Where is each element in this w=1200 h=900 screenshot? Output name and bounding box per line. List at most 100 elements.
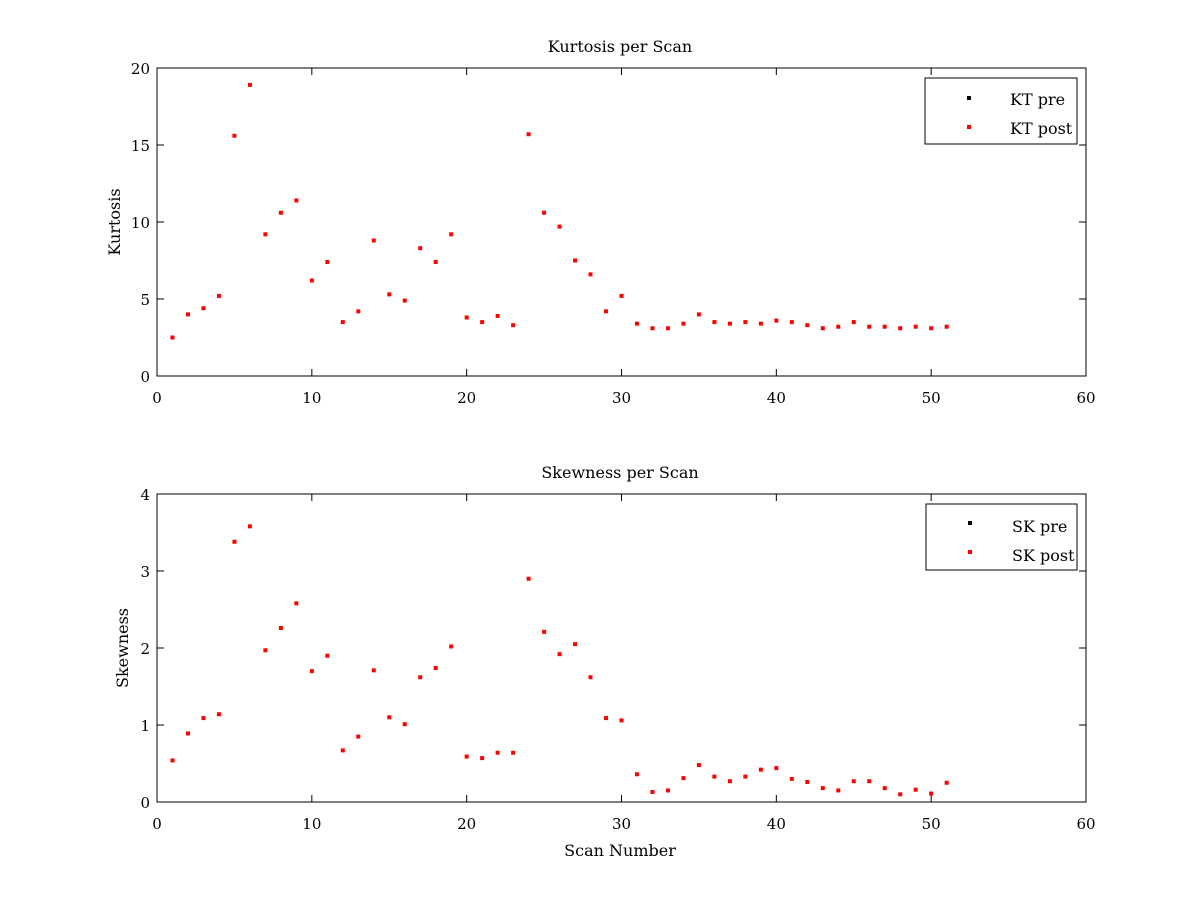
legend-label-kt-post: KT post [1010, 119, 1073, 138]
kurtosis-data-point [371, 238, 376, 243]
skewness-data-point [774, 766, 779, 771]
skewness-data-point [464, 754, 469, 759]
skewness-data-point [402, 722, 407, 727]
y-tick-label: 3 [140, 563, 150, 581]
x-tick-label: 20 [457, 815, 476, 833]
kurtosis-data-point [898, 326, 903, 331]
skewness-data-point [665, 788, 670, 793]
kurtosis-data-point [433, 260, 438, 265]
kurtosis-data-point [588, 272, 593, 277]
x-tick-label: 30 [612, 389, 631, 407]
x-tick-label: 0 [152, 389, 162, 407]
kurtosis-data-point [820, 326, 825, 331]
skewness-data-point [247, 524, 252, 529]
legend-marker-kt-post [967, 125, 971, 129]
skewness-data-point [604, 716, 609, 721]
kurtosis-legend: KT pre KT post [924, 77, 1078, 145]
skewness-x-axis-label: Scan Number [564, 841, 676, 860]
skewness-data-point [418, 675, 423, 680]
kurtosis-data-point [836, 324, 841, 329]
skewness-data-point [480, 756, 485, 761]
skewness-data-point [201, 716, 206, 721]
kurtosis-data-point [526, 132, 531, 137]
skewness-data-point [913, 787, 918, 792]
skewness-data-point [309, 669, 314, 674]
skewness-data-point [216, 712, 221, 717]
skewness-data-point [712, 774, 717, 779]
skewness-data-point [340, 748, 345, 753]
skewness-data-point [542, 629, 547, 634]
x-tick-label: 60 [1076, 389, 1095, 407]
skewness-legend: SK pre SK post [925, 503, 1078, 571]
skewness-data-point [805, 779, 810, 784]
skewness-data-point [929, 791, 934, 796]
y-tick-label: 0 [140, 368, 150, 386]
kurtosis-data-point [805, 323, 810, 328]
kurtosis-axis-ticks: 0 10 20 30 40 50 60 0 5 10 15 20 [131, 60, 1096, 407]
skewness-data-point [185, 731, 190, 736]
kurtosis-chart-title: Kurtosis per Scan [548, 37, 692, 56]
kurtosis-data-point [340, 320, 345, 325]
kurtosis-data-point [573, 258, 578, 263]
x-tick-label: 0 [152, 815, 162, 833]
skewness-chart-title: Skewness per Scan [541, 463, 698, 482]
skewness-data-point [557, 652, 562, 657]
skewness-data-point [743, 774, 748, 779]
kurtosis-y-axis-label: Kurtosis [105, 188, 124, 255]
skewness-data-point [325, 653, 330, 658]
kurtosis-data-point [216, 293, 221, 298]
kurtosis-data-point [681, 321, 686, 326]
skewness-data-point [882, 786, 887, 791]
skewness-data-point [526, 576, 531, 581]
skewness-data-point [867, 779, 872, 784]
skewness-data-point [696, 763, 701, 768]
kurtosis-data-point [511, 323, 516, 328]
kurtosis-data-point [758, 321, 763, 326]
kurtosis-data-point [929, 326, 934, 331]
skewness-data-point [836, 788, 841, 793]
skewness-data-point [727, 779, 732, 784]
kurtosis-data-point [851, 320, 856, 325]
skewness-data-point [573, 642, 578, 647]
x-tick-label: 60 [1076, 815, 1095, 833]
x-tick-label: 40 [767, 815, 786, 833]
x-tick-label: 50 [922, 815, 941, 833]
kurtosis-data-point [309, 278, 314, 283]
kurtosis-data-point [604, 309, 609, 314]
kurtosis-data-point [712, 320, 717, 325]
y-tick-label: 20 [131, 60, 150, 78]
legend-label-sk-pre: SK pre [1012, 517, 1067, 536]
skewness-y-axis-label: Skewness [113, 608, 132, 688]
kurtosis-data-point [278, 210, 283, 215]
kurtosis-data-point [449, 232, 454, 237]
skewness-data-point [232, 539, 237, 544]
x-tick-label: 50 [922, 389, 941, 407]
skewness-data-point [820, 786, 825, 791]
kurtosis-data-point [542, 210, 547, 215]
skewness-legend-box [925, 503, 1078, 571]
skewness-data-point [371, 668, 376, 673]
legend-label-sk-post: SK post [1012, 546, 1075, 565]
skewness-data-point [588, 675, 593, 680]
kurtosis-data-point [464, 315, 469, 320]
kurtosis-legend-box [924, 77, 1078, 145]
legend-marker-kt-pre [967, 96, 971, 100]
skewness-data-point [681, 776, 686, 781]
kurtosis-data-point [867, 324, 872, 329]
legend-label-kt-pre: KT pre [1010, 90, 1065, 109]
skewness-data-point [898, 792, 903, 797]
kurtosis-data-point [201, 306, 206, 311]
skewness-data-point [650, 789, 655, 794]
skewness-data-point [851, 779, 856, 784]
skewness-chart: Skewness per Scan Skewness Scan Number 0… [113, 463, 1096, 860]
skewness-data-point [263, 648, 268, 653]
skewness-data-point [789, 776, 794, 781]
kurtosis-data-point [356, 309, 361, 314]
kurtosis-data-points [170, 82, 949, 340]
kurtosis-data-point [185, 312, 190, 317]
kurtosis-data-point [232, 133, 237, 138]
kurtosis-data-point [480, 320, 485, 325]
x-tick-label: 10 [302, 389, 321, 407]
skewness-data-point [170, 758, 175, 763]
x-tick-label: 40 [767, 389, 786, 407]
